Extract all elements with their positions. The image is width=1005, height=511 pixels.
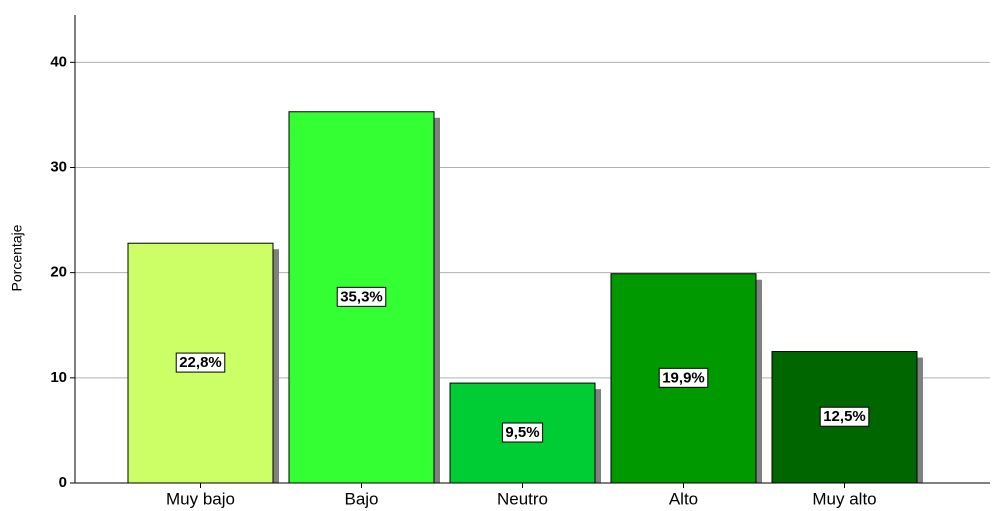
value-label: 19,9% [662,369,705,386]
y-tick-label: 0 [59,474,67,491]
x-tick-label: Muy bajo [166,489,235,508]
value-label: 12,5% [823,408,866,425]
x-tick-label: Muy alto [812,489,876,508]
value-label-box [175,352,226,373]
value-label-box [336,286,387,307]
value-label: 22,8% [179,354,222,371]
y-tick-label: 20 [50,264,67,281]
x-tick-label: Neutro [497,489,548,508]
value-label: 35,3% [340,288,383,305]
y-tick-label: 30 [50,158,67,175]
y-tick-label: 40 [50,53,67,70]
value-label-box [819,406,870,427]
value-label-box [658,367,709,388]
value-label: 9,5% [505,424,539,441]
y-tick-label: 10 [50,369,67,386]
value-label-box [501,422,544,443]
x-tick-label: Alto [669,489,698,508]
x-tick-label: Bajo [344,489,378,508]
y-axis-label: Porcentaje [9,224,25,291]
